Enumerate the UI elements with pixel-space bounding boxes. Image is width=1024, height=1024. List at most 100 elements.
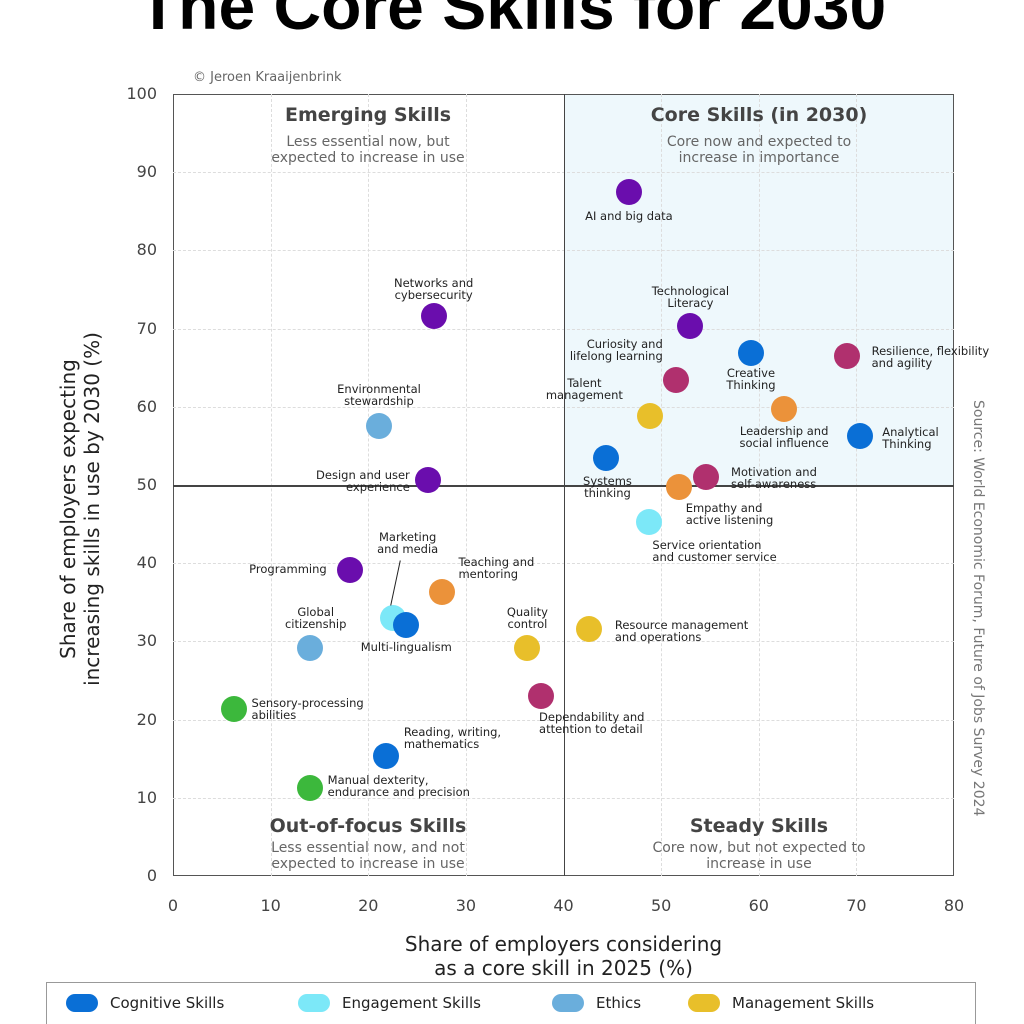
point-label: Global citizenship (284, 604, 347, 631)
source-note: Source: World Economic Forum, Future of … (970, 400, 986, 817)
point-label: Empathy and active listening (685, 501, 774, 528)
y-tick-label: 80 (136, 240, 157, 260)
point-label: AI and big data (585, 208, 673, 223)
quadrant-subtitle-core: Core now and expected to increase in imp… (666, 134, 852, 166)
point-label: Technological Literacy (651, 284, 730, 311)
y-axis-label: Share of employers expecting increasing … (56, 332, 104, 686)
data-point (336, 557, 363, 584)
legend-item-ethics: Ethics (552, 992, 641, 1014)
data-point (429, 579, 456, 606)
x-tick-label: 20 (358, 896, 379, 915)
point-label: Quality control (506, 604, 548, 631)
point-label: Talent management (545, 376, 623, 403)
legend-item-management: Management Skills (688, 992, 874, 1014)
quadrant-title-outfocus: Out-of-focus Skills (269, 815, 467, 837)
data-point (372, 743, 399, 770)
quadrant-title-emerging: Emerging Skills (284, 104, 452, 126)
x-axis-label: Share of employers considering as a core… (404, 932, 723, 980)
x-tick-label: 60 (748, 896, 769, 915)
y-tick-label: 100 (126, 84, 157, 103)
data-point (637, 403, 664, 430)
quadrant-title-steady: Steady Skills (689, 815, 829, 837)
legend (46, 982, 976, 1024)
y-tick-label: 10 (136, 787, 157, 807)
quadrant-title-core: Core Skills (in 2030) (650, 104, 868, 126)
y-tick-label: 40 (136, 553, 157, 573)
data-point (514, 634, 541, 661)
point-label: Teaching and mentoring (458, 555, 535, 582)
legend-label: Management Skills (732, 994, 875, 1012)
data-point (528, 683, 555, 710)
legend-label: Ethics (596, 994, 642, 1012)
point-label: Analytical Thinking (882, 424, 939, 451)
quadrant-subtitle-emerging: Less essential now, but expected to incr… (271, 134, 465, 166)
data-point (296, 774, 323, 801)
y-tick-label: 70 (136, 318, 157, 338)
legend-label: Engagement Skills (342, 994, 481, 1012)
data-point (737, 339, 764, 366)
data-point (296, 634, 323, 661)
legend-item-cognitive: Cognitive Skills (66, 992, 224, 1014)
data-point (665, 474, 692, 501)
data-point (662, 367, 689, 394)
y-tick-label: 20 (136, 709, 157, 729)
y-tick-label: 50 (136, 475, 157, 494)
legend-label: Cognitive Skills (110, 994, 225, 1012)
data-point (575, 615, 602, 642)
point-label: Systems thinking (583, 473, 632, 500)
point-label: Multi-lingualism (360, 639, 452, 654)
x-tick-label: 70 (846, 896, 867, 915)
quadrant-subtitle-steady: Core now, but not expected to increase i… (652, 840, 866, 872)
point-label: Dependability and attention to detail (539, 710, 645, 737)
x-tick-label: 40 (553, 896, 574, 915)
data-point (593, 444, 620, 471)
data-point (220, 695, 247, 722)
data-point (414, 467, 441, 494)
y-tick-label: 60 (136, 396, 157, 416)
data-point (615, 178, 642, 205)
legend-swatch (688, 994, 720, 1012)
y-tick-label: 90 (136, 162, 157, 182)
point-label: Design and user experience (316, 468, 410, 495)
data-point (833, 342, 860, 369)
core-quadrant-background (564, 95, 953, 486)
data-point (420, 303, 447, 330)
legend-swatch (552, 994, 584, 1012)
data-point (636, 508, 663, 535)
point-label: Environmental stewardship (337, 382, 421, 409)
x-tick-label: 50 (650, 896, 672, 915)
legend-item-engagement: Engagement Skills (298, 992, 481, 1014)
x-tick-label: 80 (943, 896, 965, 915)
x-tick-label: 10 (260, 896, 281, 915)
legend-swatch (298, 994, 330, 1012)
point-label: Reading, writing, mathematics (403, 725, 502, 752)
point-label: Manual dexterity, endurance and precisio… (327, 772, 470, 799)
data-point (693, 464, 720, 491)
point-label: Networks and cybersecurity (394, 276, 474, 303)
x-tick-label: 0 (167, 896, 179, 915)
point-label: Marketing and media (377, 529, 439, 556)
credit: © Jeroen Kraaijenbrink (193, 70, 342, 85)
data-point (677, 313, 704, 340)
data-point (365, 413, 392, 440)
data-point (771, 396, 798, 423)
point-label: Programming (249, 562, 327, 577)
point-label: Sensory-processing abilities (251, 695, 364, 722)
point-label: Resource management and operations (614, 617, 749, 644)
data-point (847, 422, 874, 449)
chart-title: The Core Skills for 2030 (137, 0, 887, 43)
divider-horizontal (173, 485, 954, 487)
point-label: Leadership and social influence (739, 424, 829, 451)
point-label: Motivation and self-awareness (731, 465, 817, 492)
x-tick-label: 30 (455, 896, 477, 915)
point-label: Curiosity and lifelong learning (569, 337, 663, 364)
point-label: Creative Thinking (726, 365, 776, 392)
legend-swatch (66, 994, 98, 1012)
data-point (393, 611, 420, 638)
point-label: Resilience, flexibility and agility (871, 343, 990, 370)
point-label: Service orientation and customer service (652, 537, 777, 564)
y-tick-label: 30 (136, 631, 157, 651)
quadrant-subtitle-outfocus: Less essential now, and not expected to … (271, 840, 465, 872)
y-tick-label: 0 (146, 866, 157, 885)
